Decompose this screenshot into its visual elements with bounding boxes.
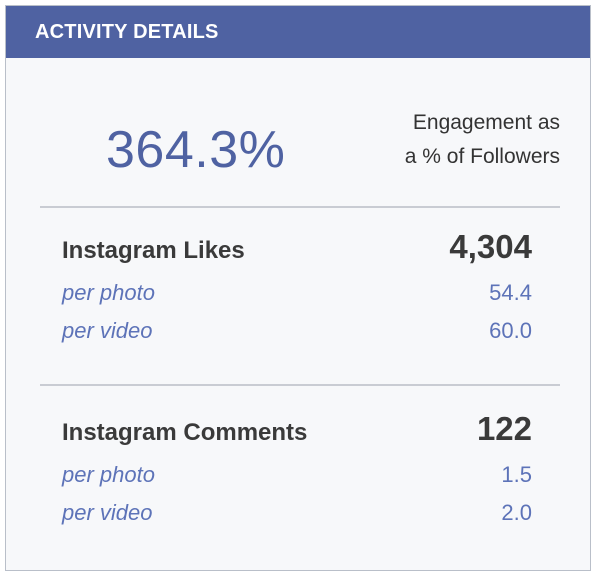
activity-details-card: ACTIVITY DETAILS 364.3% Engagement as a … — [5, 5, 591, 571]
likes-per-photo-value: 54.4 — [489, 280, 532, 305]
likes-title: Instagram Likes — [62, 237, 245, 264]
engagement-label-line2: a % of Followers — [404, 145, 560, 168]
comments-per-video-label: per video — [62, 500, 153, 525]
likes-per-video-label: per video — [62, 318, 153, 343]
comments-per-photo-label: per photo — [62, 462, 155, 487]
comments-total: 122 — [476, 410, 532, 447]
divider — [40, 206, 560, 208]
likes-per-photo-label: per photo — [62, 280, 155, 305]
engagement-summary: 364.3% Engagement as a % of Followers — [40, 106, 560, 196]
likes-total: 4,304 — [449, 228, 532, 265]
comments-header: Instagram Comments 122 — [62, 410, 532, 448]
card-header: ACTIVITY DETAILS — [6, 6, 590, 58]
comments-per-photo-row: per photo 1.5 — [62, 462, 532, 500]
likes-section: Instagram Likes 4,304 per photo 54.4 per… — [62, 228, 532, 356]
engagement-label-line1: Engagement as — [412, 111, 560, 134]
comments-section: Instagram Comments 122 per photo 1.5 per… — [62, 410, 532, 538]
comments-title: Instagram Comments — [62, 419, 308, 446]
likes-per-video-row: per video 60.0 — [62, 318, 532, 356]
card-title: ACTIVITY DETAILS — [35, 20, 219, 43]
likes-header: Instagram Likes 4,304 — [62, 228, 532, 266]
likes-per-video-value: 60.0 — [489, 318, 532, 343]
divider — [40, 384, 560, 386]
likes-per-photo-row: per photo 54.4 — [62, 280, 532, 318]
comments-per-photo-value: 1.5 — [501, 462, 532, 487]
comments-per-video-row: per video 2.0 — [62, 500, 532, 538]
engagement-label: Engagement as a % of Followers — [405, 106, 560, 174]
comments-per-video-value: 2.0 — [501, 500, 532, 525]
engagement-percentage: 364.3% — [106, 121, 286, 179]
